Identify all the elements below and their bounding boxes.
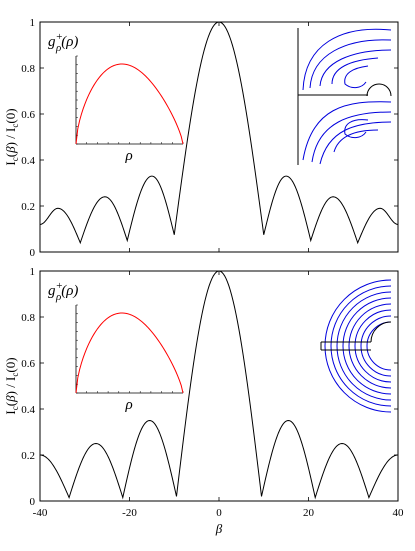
bottom-panel: 0 0.2 0.4 0.6 0.8 1 -40 -20 0 20 40 Ic(β) / Ic(0) g+…	[3, 266, 404, 519]
x-tick-label: -40	[33, 507, 48, 519]
x-tick-label: 0	[216, 507, 222, 519]
y-tick-label: 0	[30, 496, 36, 508]
field-line	[319, 49, 392, 87]
field-line	[330, 285, 392, 347]
field-line	[360, 315, 392, 347]
y-tick-label: 0.4	[21, 404, 35, 416]
field-line	[344, 119, 369, 139]
field-line	[302, 101, 392, 161]
inset-frame	[370, 321, 392, 343]
field-line	[330, 345, 392, 407]
plot-frame	[39, 270, 399, 502]
y-tick-label: 1	[30, 17, 36, 29]
y-tick-label: 0.6	[21, 109, 35, 121]
y-tick-label: 0.4	[21, 155, 35, 167]
field-line	[336, 345, 392, 401]
field-line	[348, 303, 392, 347]
y-tick-label: 0.8	[21, 63, 35, 75]
field-lines-inset	[320, 279, 392, 413]
inset-profile-curve	[75, 312, 184, 394]
field-line	[354, 309, 392, 347]
profile-inset: g+ ρ(ρ) ρ	[48, 31, 184, 164]
y-axis-label: Ic(β) / Ic(0)	[3, 108, 20, 165]
y-tick-label: 0.2	[21, 450, 35, 462]
series-line	[39, 270, 399, 500]
inset-function-label: g+ ρ(ρ)	[48, 280, 78, 303]
y-axis-label: Ic(β) / Ic(0)	[3, 357, 20, 414]
field-line	[354, 345, 392, 383]
y-tick-label: 0.6	[21, 358, 35, 370]
x-tick-label: -20	[122, 507, 137, 519]
field-line	[324, 345, 392, 413]
field-lines-inset	[297, 28, 392, 165]
field-line	[360, 345, 392, 377]
inset-frame	[366, 83, 392, 97]
top-panel: 0 0.2 0.4 0.6 0.8 1 Ic(β) / Ic(0) g+ ρ(ρ) ρ	[3, 17, 399, 259]
y-tick-label: 0	[30, 247, 36, 259]
plot-frame	[39, 21, 399, 253]
x-tick-label: 40	[393, 507, 405, 519]
field-line	[336, 291, 392, 347]
field-line	[302, 28, 392, 91]
profile-inset: g+ ρ(ρ) ρ	[48, 280, 184, 413]
inset-rho-label: ρ	[125, 148, 133, 164]
field-line	[311, 111, 392, 163]
y-tick-label: 0.8	[21, 312, 35, 324]
x-axis-label-text: β	[215, 521, 223, 536]
y-tick-label: 0.2	[21, 201, 35, 213]
field-line	[348, 345, 392, 389]
series-line	[39, 21, 399, 245]
field-line	[324, 279, 392, 347]
inset-profile-curve	[75, 63, 184, 145]
field-line	[331, 57, 379, 85]
y-tick-label: 1	[30, 266, 36, 278]
field-line	[309, 39, 392, 89]
x-axis-label: β	[215, 521, 223, 536]
field-line	[342, 297, 392, 347]
inset-rho-label: ρ	[125, 397, 133, 413]
inset-function-label: g+ ρ(ρ)	[48, 31, 78, 54]
field-line	[319, 121, 392, 165]
field-line	[344, 65, 369, 89]
field-line	[342, 345, 392, 395]
x-tick-label: 20	[303, 507, 315, 519]
